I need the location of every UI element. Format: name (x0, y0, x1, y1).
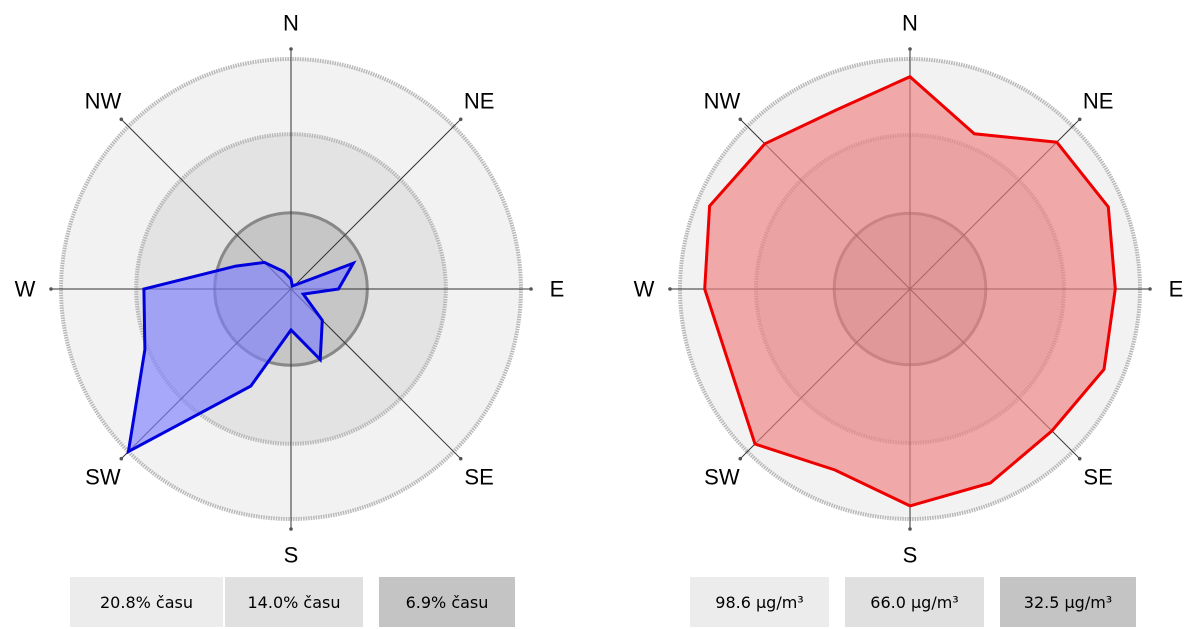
axis-ne (290, 118, 462, 290)
axis-end-dot (908, 47, 912, 51)
direction-label-n: N (902, 11, 918, 36)
direction-label-ne: NE (464, 88, 495, 113)
direction-label-sw: SW (704, 465, 740, 490)
axis-end-dot (668, 287, 672, 291)
series-polygon-0 (703, 74, 1117, 508)
legend-label: 14.0% času (247, 592, 341, 612)
axis-end-dot (119, 117, 124, 122)
legend-ring-inner-right: 32.5 µg/m³ (1000, 577, 1136, 627)
direction-label-nw: NW (704, 88, 741, 113)
axis-end-dot (529, 287, 533, 291)
legend-ring-inner-left: 6.9% času (379, 577, 515, 627)
legend-ring-middle-left: 14.0% času (225, 577, 363, 627)
legend-ring-outer-right: 98.6 µg/m³ (690, 577, 829, 627)
axis-end-dot (1148, 287, 1152, 291)
legend-label: 32.5 µg/m³ (1023, 592, 1113, 612)
direction-label-sw: SW (85, 465, 121, 490)
legend-ring-middle-right: 66.0 µg/m³ (845, 577, 984, 627)
direction-label-ne: NE (1083, 88, 1114, 113)
axis-end-dot (119, 456, 124, 461)
legend-label: 20.8% času (100, 592, 193, 612)
direction-label-e: E (1169, 277, 1184, 302)
axis-end-dot (1077, 117, 1082, 122)
direction-label-s: S (284, 543, 299, 568)
direction-label-se: SE (1083, 465, 1112, 490)
direction-label-w: W (634, 277, 655, 302)
axis-end-dot (738, 117, 743, 122)
direction-label-e: E (550, 277, 565, 302)
concentration-rose: N NE E SE S SW W NW (634, 11, 1184, 568)
axis-end-dot (458, 117, 463, 122)
axis-end-dot (908, 527, 912, 531)
legend-ring-outer-left: 20.8% času (70, 577, 223, 627)
direction-label-w: W (15, 277, 36, 302)
direction-label-s: S (903, 543, 918, 568)
axis-end-dot (289, 47, 293, 51)
wind-frequency-rose: N NE E SE S SW W NW (15, 11, 565, 568)
axis-end-dot (458, 456, 463, 461)
axis-end-dot (738, 456, 743, 461)
legend-label: 6.9% času (405, 592, 489, 612)
axis-end-dot (49, 287, 53, 291)
legend-label: 66.0 µg/m³ (870, 592, 959, 612)
series-polygon-0 (126, 260, 357, 455)
direction-label-n: N (283, 11, 299, 36)
axis-end-dot (1077, 456, 1082, 461)
axis-end-dot (289, 527, 293, 531)
direction-label-nw: NW (85, 88, 122, 113)
axis-nw (120, 118, 292, 290)
legend-label: 98.6 µg/m³ (715, 592, 804, 612)
direction-label-se: SE (464, 465, 493, 490)
